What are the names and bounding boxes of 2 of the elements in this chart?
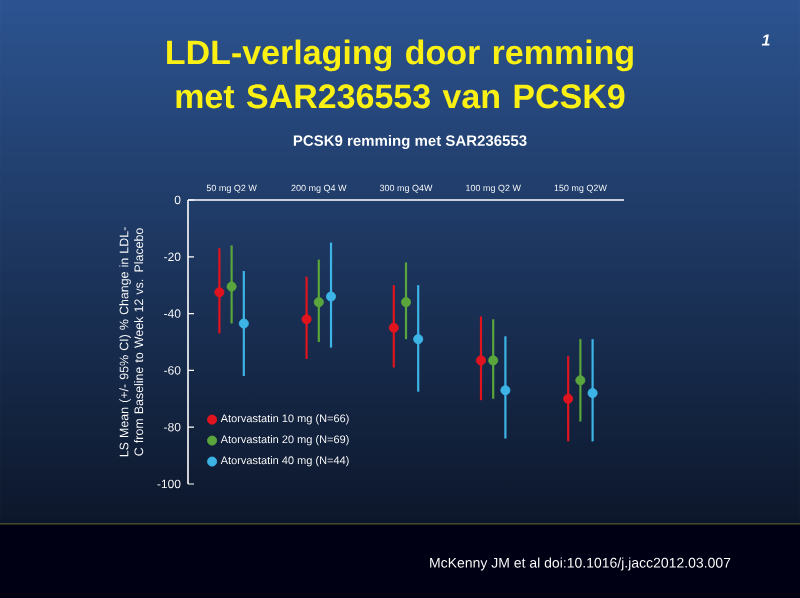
chart-title: LDL-verlaging door remming met SAR236553 van PCSK9: [167, 39, 633, 109]
text: 1: [761, 34, 770, 46]
